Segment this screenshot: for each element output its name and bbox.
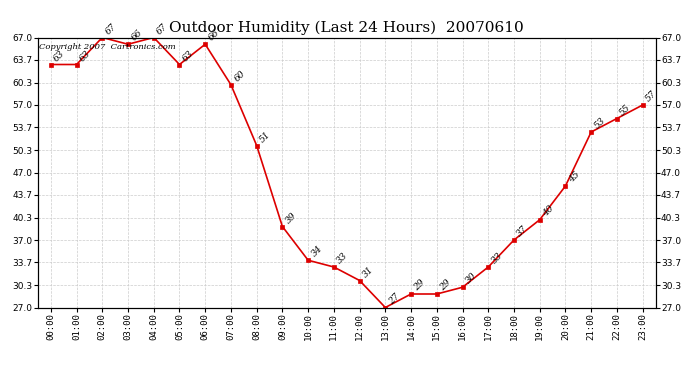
Text: 34: 34	[310, 244, 324, 259]
Text: 40: 40	[541, 204, 555, 218]
Text: 45: 45	[566, 170, 582, 184]
Text: 63: 63	[52, 49, 67, 63]
Text: 33: 33	[335, 251, 350, 266]
Text: 29: 29	[413, 278, 427, 292]
Text: 29: 29	[438, 278, 453, 292]
Text: 31: 31	[361, 265, 375, 279]
Text: 66: 66	[206, 28, 221, 43]
Text: Copyright 2007  Cartronics.com: Copyright 2007 Cartronics.com	[39, 43, 176, 51]
Text: 63: 63	[181, 49, 195, 63]
Text: 63: 63	[78, 49, 92, 63]
Text: 57: 57	[644, 89, 658, 104]
Text: 53: 53	[593, 116, 607, 130]
Title: Outdoor Humidity (Last 24 Hours)  20070610: Outdoor Humidity (Last 24 Hours) 2007061…	[169, 21, 524, 35]
Text: 33: 33	[490, 251, 504, 266]
Text: 37: 37	[515, 224, 530, 238]
Text: 67: 67	[155, 22, 170, 36]
Text: 60: 60	[233, 69, 247, 83]
Text: 27: 27	[386, 292, 401, 306]
Text: 55: 55	[618, 103, 633, 117]
Text: 66: 66	[130, 28, 144, 43]
Text: 30: 30	[464, 272, 478, 286]
Text: 39: 39	[284, 211, 298, 225]
Text: 51: 51	[258, 130, 273, 144]
Text: 67: 67	[104, 22, 118, 36]
